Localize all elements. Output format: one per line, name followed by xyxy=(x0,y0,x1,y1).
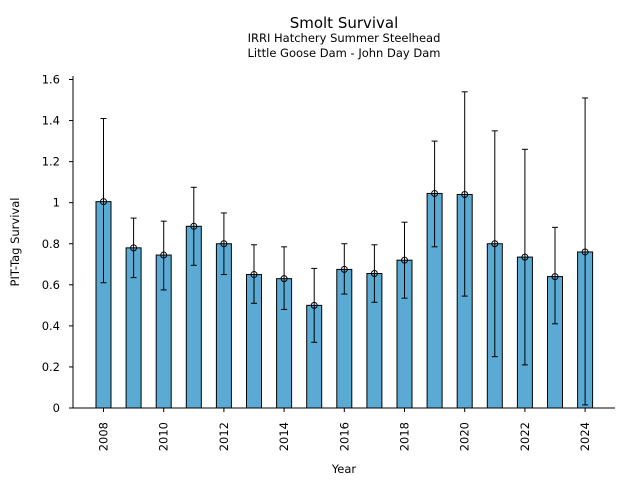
y-tick-label: 0.4 xyxy=(42,319,60,333)
error-bar-2020 xyxy=(461,91,468,297)
error-bar-2008 xyxy=(100,118,107,284)
plot-area xyxy=(95,91,594,409)
error-bar-2022 xyxy=(521,148,528,366)
x-axis-ticks: 2008 2010 2012 2014 2016 2018 2020 2022 2024 xyxy=(97,408,592,451)
point-2020 xyxy=(461,190,469,198)
y-tick-label: 0.6 xyxy=(42,278,60,292)
point-2009 xyxy=(130,244,138,252)
point-2023 xyxy=(551,273,559,281)
error-bar-2019 xyxy=(431,140,438,248)
error-bar-2024 xyxy=(582,97,589,406)
point-2008 xyxy=(100,198,107,206)
y-tick-label: 0 xyxy=(53,401,60,415)
x-tick-label: 2012 xyxy=(217,422,231,451)
point-2015 xyxy=(310,301,318,309)
error-bar-2018 xyxy=(401,221,408,299)
error-bar-2009 xyxy=(130,217,137,279)
error-bar-2021 xyxy=(491,130,498,358)
point-2018 xyxy=(401,256,408,264)
point-2019 xyxy=(431,189,439,197)
x-tick-label: 2024 xyxy=(578,422,592,451)
x-tick-label: 2016 xyxy=(337,422,351,451)
error-bar-2017 xyxy=(371,244,378,303)
y-axis-ticks: 0 0.2 0.4 0.6 0.8 1 1.2 1.4 1.6 xyxy=(42,73,73,415)
y-tick-label: 1.2 xyxy=(42,155,60,169)
x-tick-label: 2010 xyxy=(157,422,171,451)
x-tick-label: 2018 xyxy=(398,422,412,451)
y-tick-label: 1.6 xyxy=(42,73,60,87)
point-2011 xyxy=(190,222,198,230)
point-2016 xyxy=(340,265,348,273)
point-2010 xyxy=(160,251,168,259)
y-tick-label: 1 xyxy=(53,196,60,210)
y-tick-label: 1.4 xyxy=(42,114,60,128)
point-2017 xyxy=(370,270,378,278)
x-axis-label: Year xyxy=(331,462,357,476)
error-bar-2012 xyxy=(220,212,227,276)
point-2014 xyxy=(280,275,288,283)
y-tick-label: 0.2 xyxy=(42,360,60,374)
x-tick-label: 2014 xyxy=(277,422,291,451)
error-bar-2015 xyxy=(311,267,318,343)
error-bar-2013 xyxy=(251,244,257,304)
x-tick-label: 2020 xyxy=(458,422,472,451)
x-tick-label: 2008 xyxy=(97,422,111,451)
chart-title: Smolt Survival xyxy=(290,14,399,32)
error-bar-2023 xyxy=(552,226,558,325)
point-2022 xyxy=(521,253,529,261)
error-bar-2014 xyxy=(281,246,288,310)
error-bar-2011 xyxy=(190,186,197,266)
chart-subtitle-line-1: IRRI Hatchery Summer Steelhead xyxy=(248,31,441,45)
y-axis-label: PIT-Tag Survival xyxy=(8,198,22,287)
point-2012 xyxy=(220,240,228,248)
point-2013 xyxy=(250,271,258,279)
point-2024 xyxy=(581,248,589,256)
chart-subtitle-line-2: Little Goose Dam - John Day Dam xyxy=(248,46,441,60)
error-bar-2016 xyxy=(341,243,348,295)
x-tick-label: 2022 xyxy=(518,422,532,451)
point-2021 xyxy=(491,240,499,248)
error-bar-2010 xyxy=(160,220,167,291)
y-tick-label: 0.8 xyxy=(42,237,60,251)
